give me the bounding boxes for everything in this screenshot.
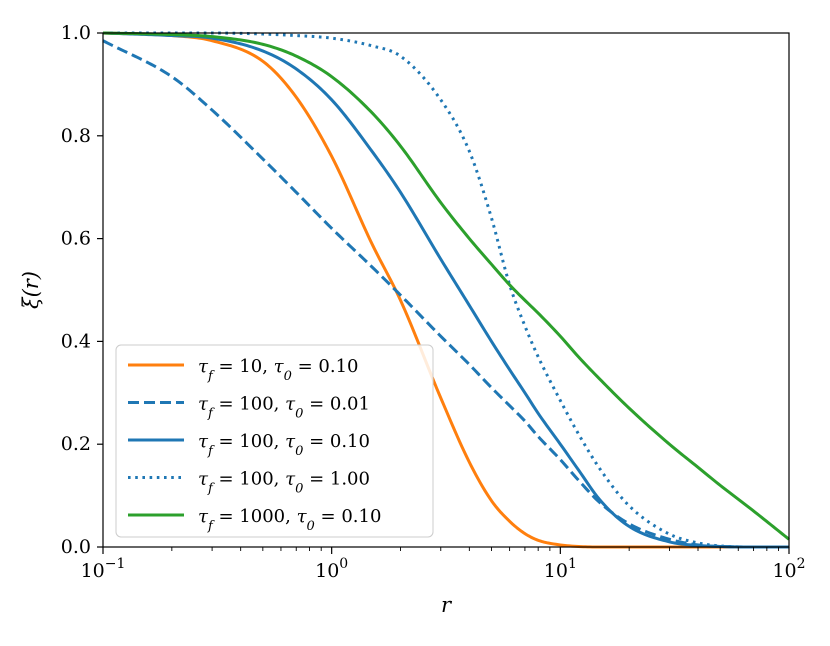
y-tick-label: 0.4	[61, 330, 91, 352]
y-tick-label: 0.6	[61, 228, 91, 250]
x-tick-label: 101	[544, 556, 577, 582]
x-tick-label: 102	[772, 556, 805, 582]
y-tick-label: 0.0	[61, 536, 91, 558]
x-tick-label: 10−1	[81, 556, 126, 582]
legend-label-5: τf = 1000, τ0 = 0.10	[198, 506, 381, 534]
y-axis-label: ξ(r)	[19, 271, 43, 309]
series-line-3	[102, 31, 789, 549]
series-line-5	[102, 31, 790, 541]
legend-label-4: τf = 100, τ0 = 1.00	[198, 469, 370, 497]
y-axis: 0.0 0.2 0.4 0.6 0.8 1.0	[61, 22, 103, 558]
y-tick-label: 0.8	[61, 125, 91, 147]
x-axis: 10−1 100 101 102	[81, 547, 806, 582]
x-axis-label: r	[441, 593, 453, 617]
legend-box	[115, 344, 434, 538]
y-tick-label: 0.2	[61, 433, 91, 455]
legend-label-3: τf = 100, τ0 = 0.10	[198, 431, 370, 459]
series-line-2	[102, 39, 789, 549]
plot-frame	[102, 32, 790, 548]
legend-label-2: τf = 100, τ0 = 0.01	[198, 394, 370, 422]
x-tick-label: 100	[315, 556, 348, 582]
legend: τf = 10, τ0 = 0.10 τf = 100, τ0 = 0.01 τf …	[115, 344, 434, 538]
legend-label-1: τf = 10, τ0 = 0.10	[198, 356, 359, 384]
y-tick-label: 1.0	[61, 22, 91, 44]
series-line-4	[103, 31, 789, 549]
